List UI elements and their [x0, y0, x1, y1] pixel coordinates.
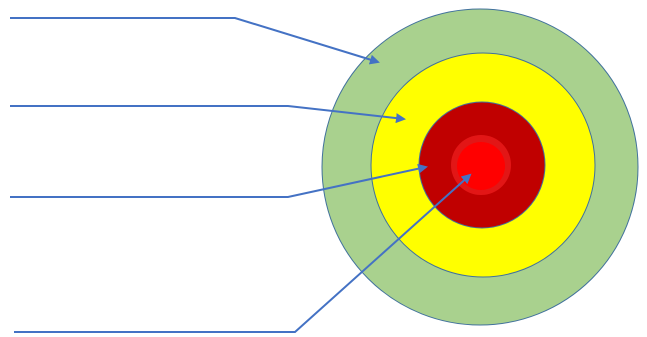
core: [457, 142, 505, 190]
leader-line-middle-ring: [10, 105, 406, 124]
leader-line-core: [14, 173, 472, 333]
leader-line-outer-ring: [10, 17, 380, 65]
leader-line-inner-ring: [10, 163, 428, 198]
leader-lines: [10, 17, 472, 333]
